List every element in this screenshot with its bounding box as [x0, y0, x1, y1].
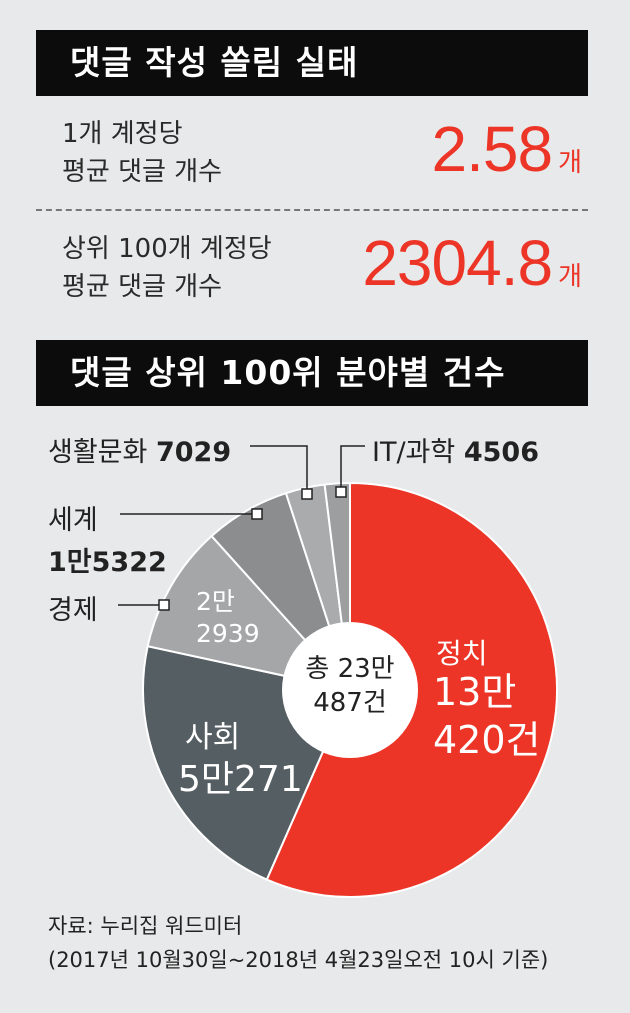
- stat1-label-line2: 평균 댓글 개수: [62, 157, 223, 187]
- leader-line-it: [340, 445, 365, 492]
- slice-value-economy-line1: 2만: [196, 587, 235, 616]
- slice-label-it-row: IT/과학 4506: [372, 430, 539, 469]
- center-line2: 487건: [313, 688, 387, 718]
- stat2-label-line2: 평균 댓글 개수: [62, 272, 223, 302]
- pie-center-total: 총 23만 487건: [282, 652, 418, 720]
- slice-value-politics-line1: 13만: [433, 670, 517, 714]
- leader-marker-world: [251, 508, 263, 520]
- slice-value-it: 4506: [463, 437, 539, 468]
- leader-marker-it: [335, 486, 347, 498]
- leader-marker-culture: [301, 488, 313, 500]
- slice-value-politics-line2: 420건: [433, 718, 541, 762]
- slice-label-it: IT/과학: [372, 437, 456, 468]
- source-line1: 자료: 누리집 워드미터: [48, 914, 243, 938]
- stat2-number: 2304.8: [362, 227, 553, 299]
- section-title-topics: 댓글 상위 100위 분야별 건수: [36, 340, 588, 406]
- center-line1: 총 23만: [305, 654, 395, 684]
- pie-center-hole: [282, 622, 418, 758]
- stat1-label: 1개 계정당 평균 댓글 개수: [62, 115, 222, 191]
- slice-value-society: 5만271: [178, 759, 303, 800]
- section-title-skew: 댓글 작성 쏠림 실태: [36, 30, 588, 96]
- stat2-label-line1: 상위 100개 계정당: [62, 234, 272, 264]
- stat1-number: 2.58: [431, 113, 554, 185]
- slice-value-politics: 13만 420건: [433, 668, 541, 764]
- leader-line-culture: [250, 445, 308, 494]
- slice-label-economy: 경제: [48, 595, 98, 626]
- slice-label-politics: 정치: [436, 637, 488, 670]
- slice-value-economy-line2: 2939: [196, 619, 260, 648]
- stat1-label-line1: 1개 계정당: [62, 119, 183, 149]
- source-line2: (2017년 10월30일~2018년 4월23일오전 10시 기준): [48, 948, 549, 972]
- slice-label-culture: 생활문화: [48, 437, 148, 468]
- stat1-value: 2.58 개: [432, 112, 582, 186]
- stat2-label: 상위 100개 계정당 평균 댓글 개수: [62, 230, 272, 306]
- slice-label-culture-row: 생활문화 7029: [48, 430, 231, 469]
- leader-marker-economy: [158, 599, 170, 611]
- divider: [36, 209, 588, 211]
- slice-label-society: 사회: [185, 720, 241, 755]
- slice-value-economy: 2만 2939: [196, 586, 260, 650]
- stat2-value: 2304.8 개: [362, 226, 582, 300]
- stat2-unit: 개: [558, 262, 582, 292]
- stat1-unit: 개: [558, 148, 582, 178]
- slice-label-world: 세계: [48, 505, 98, 536]
- slice-value-world-text: 1만5322: [48, 547, 167, 578]
- slice-value-world: 1만5322: [48, 540, 167, 579]
- slice-value-culture: 7029: [155, 437, 232, 468]
